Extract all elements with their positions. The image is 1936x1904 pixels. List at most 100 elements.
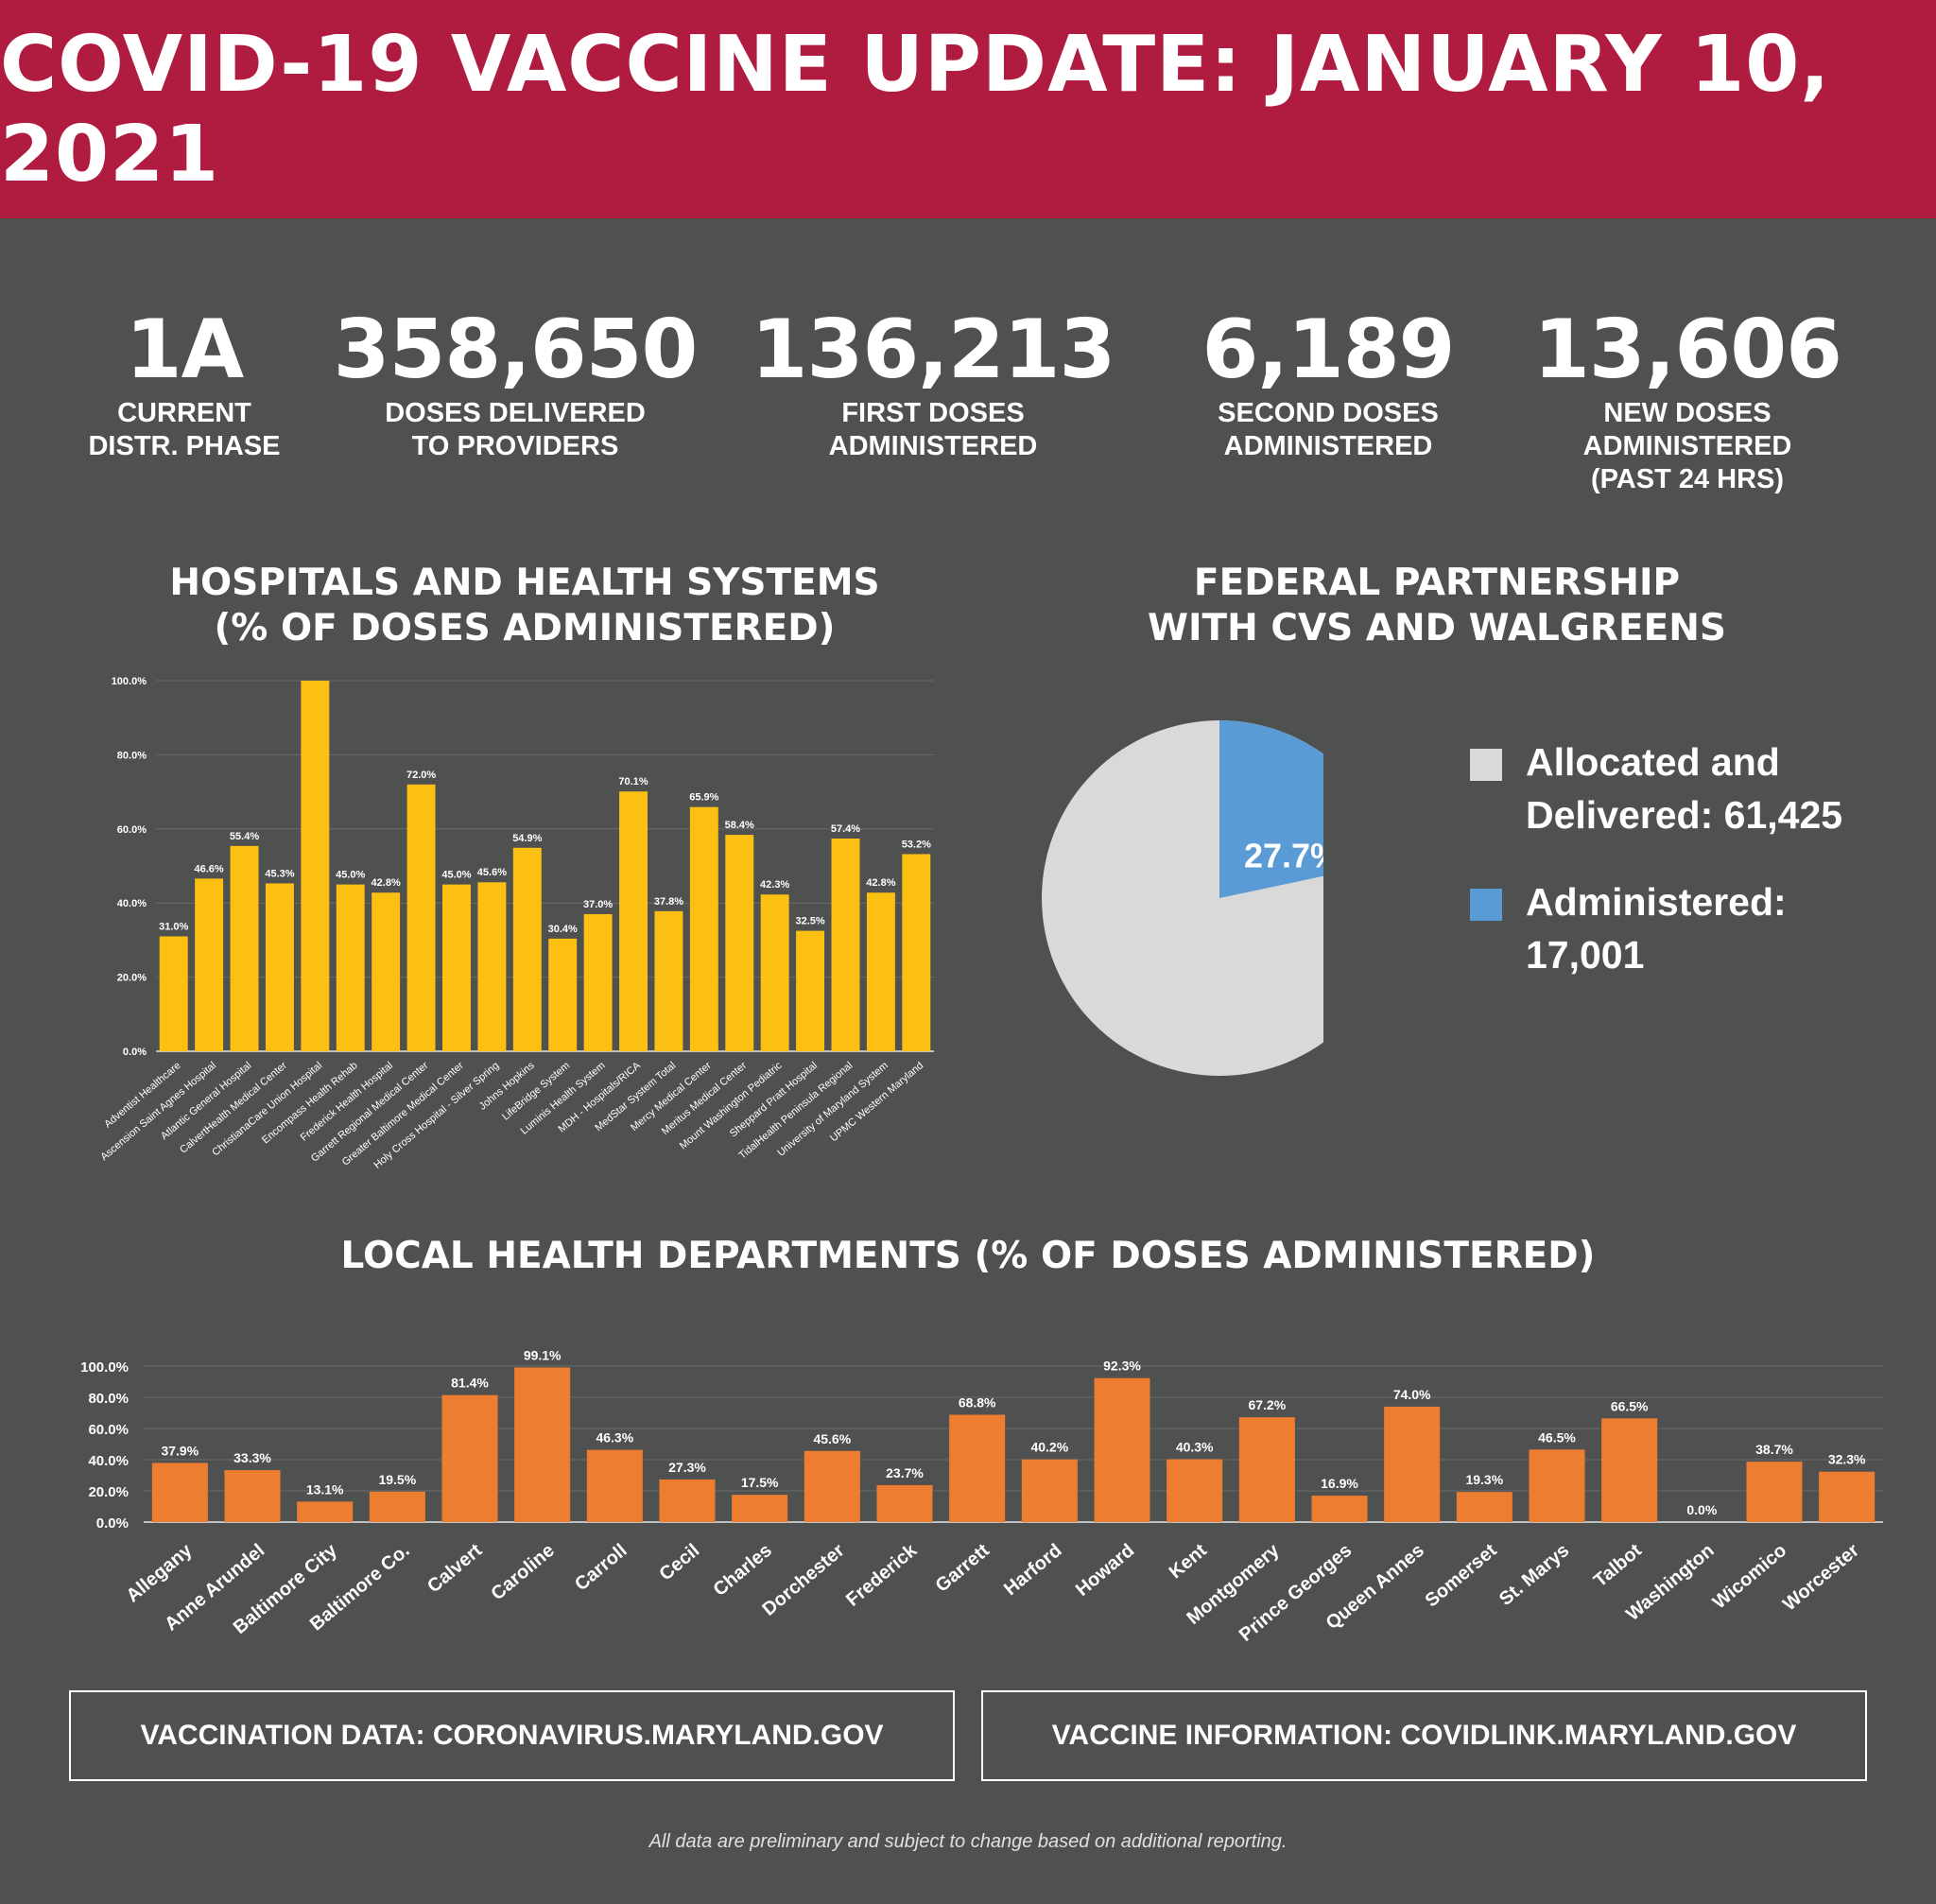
vaccination-data-link-text: VACCINATION DATA: CORONAVIRUS.MARYLAND.G… [140, 1720, 884, 1751]
stat-new-doses: 13,606 NEW DOSES ADMINISTERED (PAST 24 H… [1498, 303, 1876, 496]
stat-first-doses: 136,213 FIRST DOSES ADMINISTERED [744, 303, 1122, 463]
x-tick-label: St. Marys [1495, 1540, 1573, 1610]
bar [195, 878, 224, 1051]
data-label: 42.3% [760, 879, 789, 891]
legend-label-allocated: Allocated and Delivered: 61,425 [1526, 740, 1843, 837]
bar [1384, 1406, 1441, 1522]
stat-value: 1A [125, 303, 244, 397]
x-tick-label: Kent [1166, 1540, 1211, 1584]
y-tick-label: 60.0% [117, 824, 147, 836]
data-label: 30.4% [548, 924, 578, 935]
x-tick-label: Frederick [842, 1539, 922, 1610]
bar [1746, 1462, 1803, 1522]
local-bar-chart: 0.0% 20.0% 40.0% 60.0% 80.0% 100.0% 37.9% Alleg… [80, 1347, 1883, 1646]
y-tick-label: 20.0% [117, 973, 147, 984]
bar [159, 936, 188, 1051]
bar [1529, 1449, 1585, 1522]
bar [301, 681, 330, 1051]
bar [441, 1394, 498, 1522]
bar [230, 845, 259, 1051]
data-label: 32.3% [1828, 1452, 1866, 1467]
data-label: 16.9% [1321, 1476, 1358, 1491]
x-tick-label: Garrett [932, 1540, 994, 1597]
stat-phase: 1A CURRENT DISTR. PHASE [57, 303, 312, 463]
bar [1819, 1471, 1876, 1522]
x-tick-label: Talbot [1590, 1540, 1646, 1592]
bar [151, 1463, 208, 1522]
bar [372, 892, 401, 1051]
data-label: 19.3% [1465, 1472, 1503, 1487]
vaccine-information-link[interactable]: VACCINE INFORMATION: COVIDLINK.MARYLAND.… [981, 1690, 1867, 1781]
legend-swatch-administered [1470, 889, 1502, 921]
data-label: 45.6% [477, 867, 507, 878]
data-label: 70.1% [618, 776, 648, 788]
bar [659, 1479, 716, 1522]
page-title: COVID-19 VACCINE UPDATE: JANUARY 10, 202… [0, 19, 1831, 199]
vaccine-information-link-text: VACCINE INFORMATION: COVIDLINK.MARYLAND.… [1051, 1720, 1797, 1751]
bar [1094, 1377, 1150, 1522]
y-tick-label: 40.0% [117, 898, 147, 909]
bar [689, 806, 718, 1051]
x-tick-label: Somerset [1422, 1540, 1501, 1612]
header-banner: COVID-19 VACCINE UPDATE: JANUARY 10, 202… [0, 0, 1936, 218]
data-label: 27.3% [668, 1460, 706, 1475]
bar [619, 791, 648, 1051]
y-tick-label: 40.0% [88, 1453, 129, 1469]
y-tick-label: 100.0% [80, 1359, 129, 1376]
stat-value: 13,606 [1533, 303, 1842, 397]
x-tick-label: Wicomico [1709, 1540, 1790, 1613]
stat-doses-delivered: 358,650 DOSES DELIVERED TO PROVIDERS [326, 303, 704, 463]
data-label: 37.9% [161, 1443, 199, 1458]
x-tick-label: Worcester [1779, 1540, 1863, 1616]
bar [224, 1470, 281, 1522]
y-tick-label: 0.0% [96, 1515, 129, 1532]
data-label: 37.0% [583, 899, 613, 910]
data-label: 81.4% [451, 1376, 489, 1391]
y-tick-label: 100.0% [112, 676, 147, 687]
bar [1167, 1459, 1223, 1522]
data-label: 31.0% [159, 921, 188, 932]
data-label: 42.8% [372, 877, 401, 889]
vaccination-data-link[interactable]: VACCINATION DATA: CORONAVIRUS.MARYLAND.G… [69, 1690, 955, 1781]
stat-value: 358,650 [333, 303, 699, 397]
data-label: 53.2% [902, 839, 931, 850]
bar [265, 883, 294, 1051]
x-tick-label: Cecil [655, 1540, 703, 1585]
federal-pie-chart: 27.7% [1042, 720, 1323, 1076]
data-label: 0.0% [1686, 1502, 1717, 1517]
bar [336, 884, 365, 1051]
data-label: 45.6% [813, 1431, 851, 1446]
data-label: 23.7% [886, 1465, 924, 1480]
bar [804, 1450, 860, 1522]
data-label: 38.7% [1755, 1442, 1793, 1457]
legend-allocated: Allocated and Delivered: 61,425 [1470, 736, 1904, 841]
y-tick-label: 80.0% [88, 1391, 129, 1407]
data-label: 65.9% [689, 792, 718, 804]
y-tick-label: 20.0% [88, 1484, 129, 1500]
stat-label: FIRST DOSES ADMINISTERED [828, 398, 1038, 461]
y-tick-label: 80.0% [117, 750, 147, 761]
data-label: 45.3% [265, 868, 294, 879]
data-label: 37.8% [654, 896, 683, 908]
data-label: 92.3% [1103, 1359, 1141, 1374]
data-label: 68.8% [959, 1394, 996, 1410]
bar [732, 1495, 788, 1522]
data-label: 58.4% [725, 820, 754, 831]
stat-label: CURRENT DISTR. PHASE [88, 398, 281, 461]
data-label: 45.0% [441, 870, 471, 881]
data-label: 40.3% [1176, 1440, 1214, 1455]
data-label: 46.3% [596, 1430, 633, 1445]
data-label: 66.5% [1611, 1398, 1649, 1413]
bar [902, 854, 931, 1051]
x-tick-label: Caroline [487, 1540, 558, 1604]
data-label: 40.2% [1030, 1440, 1068, 1455]
footnote: All data are preliminary and subject to … [648, 1831, 1288, 1852]
data-label: 57.4% [831, 823, 860, 835]
data-label: 32.5% [795, 916, 824, 927]
data-label: 67.2% [1248, 1397, 1286, 1412]
bar [725, 835, 754, 1051]
stat-label: DOSES DELIVERED TO PROVIDERS [385, 398, 646, 461]
bar [796, 930, 825, 1051]
data-label: 99.1% [524, 1347, 562, 1362]
bar [949, 1414, 1006, 1522]
